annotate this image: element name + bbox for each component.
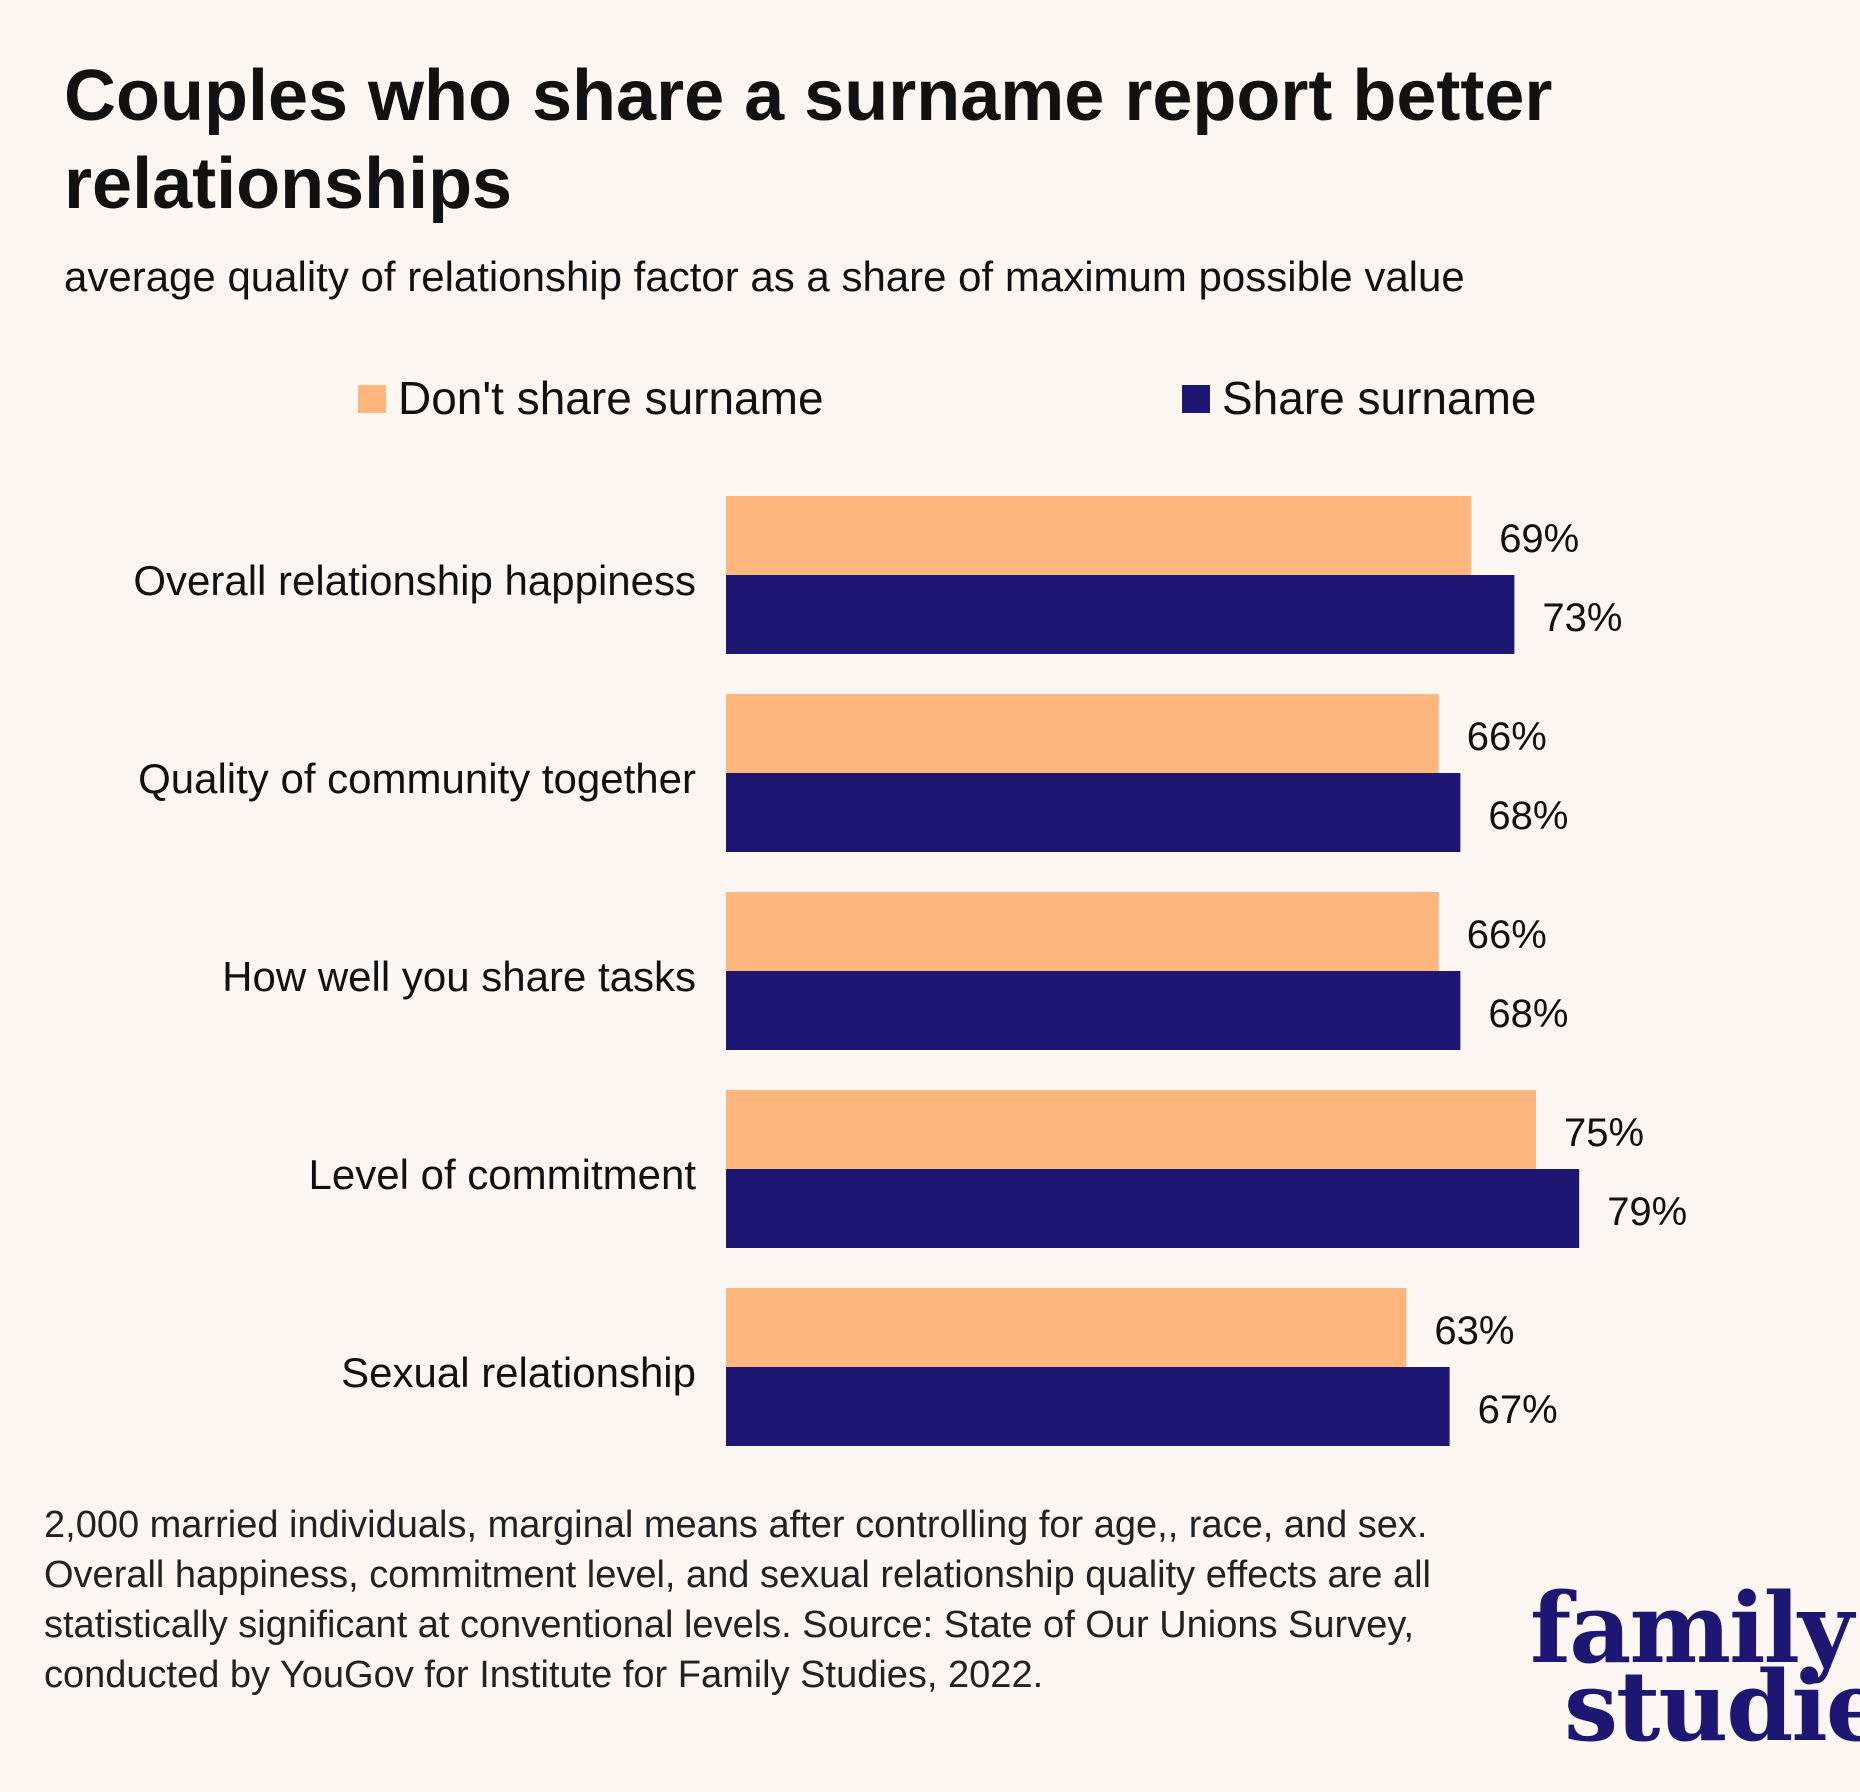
- bar-chart: Don't share surname Share surname Overall …: [133, 372, 1687, 1446]
- category-label: Level of commitment: [309, 1151, 697, 1198]
- data-label: 67%: [1478, 1388, 1558, 1432]
- legend-swatch-1: [358, 385, 386, 413]
- bar-share: [726, 773, 1461, 852]
- data-label: 79%: [1607, 1190, 1687, 1234]
- category-label: Overall relationship happiness: [133, 557, 696, 604]
- bar-share: [726, 575, 1515, 654]
- data-label: 68%: [1488, 794, 1568, 838]
- data-label: 68%: [1488, 992, 1568, 1036]
- data-label: 73%: [1542, 596, 1622, 640]
- footnote: 2,000 married individuals, marginal mean…: [44, 1504, 1431, 1696]
- bar-dont-share: [726, 694, 1439, 773]
- legend-swatch-2: [1182, 385, 1210, 413]
- data-label: 69%: [1499, 517, 1579, 561]
- chart-subtitle: average quality of relationship factor a…: [64, 253, 1465, 300]
- bar-share: [726, 971, 1461, 1050]
- bar-dont-share: [726, 1288, 1407, 1367]
- logo-line-2: studies: [1564, 1650, 1860, 1763]
- bar-dont-share: [726, 496, 1472, 575]
- data-label: 75%: [1564, 1111, 1644, 1155]
- data-label: 66%: [1467, 715, 1547, 759]
- category-label: Sexual relationship: [341, 1349, 696, 1396]
- category-label: How well you share tasks: [222, 953, 696, 1000]
- bar-dont-share: [726, 1090, 1536, 1169]
- legend-label-1: Don't share surname: [398, 372, 824, 424]
- legend-label-2: Share surname: [1222, 372, 1537, 424]
- category-label: Quality of community together: [138, 755, 696, 802]
- family-studies-logo: family studies: [1530, 1572, 1860, 1763]
- data-label: 63%: [1434, 1309, 1514, 1353]
- logo-line-1: family: [1530, 1572, 1854, 1685]
- bar-share: [726, 1367, 1450, 1446]
- bar-share: [726, 1169, 1580, 1248]
- chart-title: Couples who share a surname report bette…: [64, 56, 1553, 224]
- data-label: 66%: [1467, 913, 1547, 957]
- bar-dont-share: [726, 892, 1439, 971]
